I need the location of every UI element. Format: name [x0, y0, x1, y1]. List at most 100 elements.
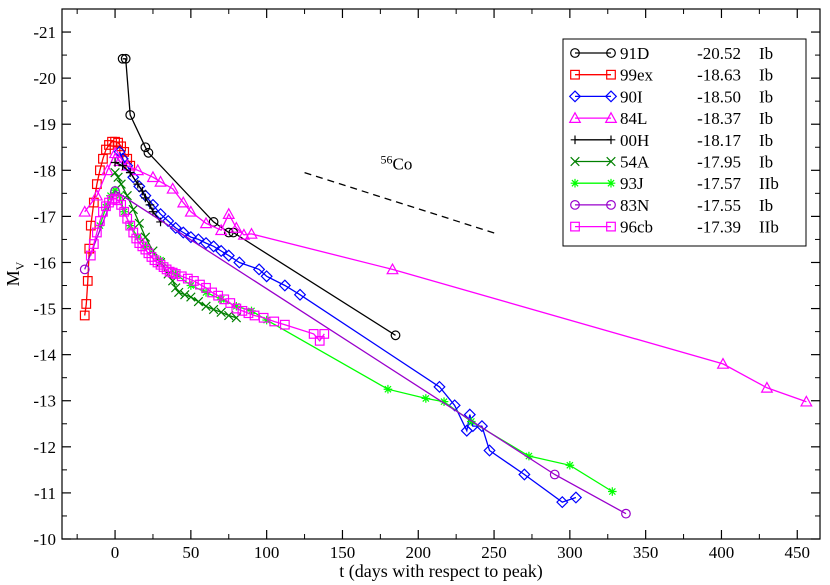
- data-point-96cb: [243, 308, 254, 319]
- series-layer: [78, 53, 813, 519]
- legend-marker: [606, 69, 616, 80]
- legend-sn-type: Ib: [759, 153, 773, 172]
- data-point-90I: [556, 495, 569, 509]
- x-tick-label: 300: [557, 543, 583, 562]
- legend-marker: [570, 48, 580, 58]
- data-point-93J: [216, 295, 226, 304]
- legend-marker: [606, 199, 616, 210]
- x-tick-label: 250: [481, 543, 507, 562]
- data-point-84L: [245, 227, 258, 239]
- legend-entry-90I: 90I -18.50 Ib: [568, 87, 773, 106]
- legend-peak-mag: -18.17: [697, 131, 741, 150]
- x-tick-label: 50: [182, 543, 199, 562]
- legend-marker: [606, 221, 616, 232]
- legend-marker: [604, 90, 618, 103]
- data-point-54A: [216, 307, 226, 317]
- data-point-90I: [475, 419, 489, 433]
- legend-name: 96cb: [620, 218, 653, 237]
- series-line-83N: [84, 190, 627, 515]
- data-point-91D: [117, 53, 128, 64]
- data-point-91D: [125, 110, 136, 120]
- data-point-96cb: [207, 287, 217, 298]
- y-axis-label-sub: V: [13, 261, 27, 270]
- cobalt-decay-label-sup: 56: [381, 153, 393, 167]
- data-point-90I: [207, 240, 220, 253]
- data-point-99ex: [88, 197, 99, 208]
- data-point-84L: [90, 189, 104, 201]
- data-point-83N: [79, 264, 90, 275]
- data-point-96cb: [98, 206, 108, 217]
- legend-marker: [570, 221, 580, 232]
- data-point-96cb: [143, 248, 154, 259]
- series-54A: [110, 167, 242, 323]
- data-point-90I: [184, 230, 198, 244]
- data-point-99ex: [98, 153, 108, 164]
- legend-sn-type: Ib: [759, 196, 773, 215]
- data-point-90I: [177, 226, 190, 239]
- data-point-96cb: [119, 206, 130, 217]
- data-point-96cb: [134, 238, 145, 249]
- data-point-93J: [232, 301, 241, 311]
- data-point-96cb: [225, 298, 236, 308]
- legend-entry-84L: 84L -18.37 Ib: [568, 109, 773, 128]
- data-point-90I: [293, 288, 307, 301]
- data-point-54A: [201, 301, 211, 311]
- data-point-96cb: [101, 201, 111, 212]
- y-tick-label: -14: [33, 346, 56, 365]
- y-axis-label-main: M: [3, 270, 23, 286]
- data-point-90I: [169, 221, 182, 235]
- data-point-90I: [233, 256, 246, 269]
- data-point-54A: [140, 232, 151, 242]
- data-point-96cb: [116, 199, 127, 210]
- cobalt-decay-slope-line: [304, 171, 498, 235]
- legend-peak-mag: -17.55: [697, 196, 741, 215]
- y-tick-label: -10: [33, 530, 56, 549]
- data-point-83N: [621, 508, 631, 519]
- data-point-84L: [101, 163, 114, 176]
- y-tick-label: -20: [33, 69, 56, 88]
- legend-marker: [570, 178, 580, 188]
- data-point-00H: [138, 186, 147, 196]
- data-point-90I: [433, 380, 446, 394]
- data-point-00H: [145, 200, 155, 210]
- data-point-96cb: [182, 273, 193, 284]
- data-point-54A: [180, 290, 190, 300]
- y-axis-label: MV: [3, 261, 27, 286]
- x-tick-label: 200: [406, 543, 432, 562]
- data-point-83N: [549, 469, 560, 480]
- legend-entry-96cb: 96cb -17.39 IIb: [570, 218, 779, 237]
- data-point-54A: [174, 287, 184, 298]
- x-tick-label: 450: [785, 543, 811, 562]
- legend-marker: [606, 178, 616, 188]
- y-tick-label: -15: [33, 300, 56, 319]
- legend-peak-mag: -20.52: [697, 44, 741, 63]
- legend-entry-83N: 83N -17.55 Ib: [570, 196, 773, 215]
- data-point-84L: [176, 196, 190, 208]
- data-point-00H: [141, 193, 150, 203]
- x-tick-label: 0: [111, 543, 120, 562]
- data-point-91D: [390, 330, 401, 341]
- data-point-96cb: [140, 244, 151, 255]
- data-point-93J: [383, 384, 393, 394]
- data-point-96cb: [122, 213, 133, 224]
- legend-sn-type: IIb: [759, 218, 779, 237]
- data-point-96cb: [176, 271, 187, 282]
- data-point-90I: [483, 444, 496, 457]
- data-point-84L: [199, 216, 213, 229]
- data-point-93J: [141, 242, 150, 251]
- legend-marker: [570, 135, 580, 145]
- data-point-54A: [170, 283, 181, 293]
- data-point-93J: [608, 487, 617, 496]
- data-point-90I: [518, 468, 531, 481]
- legend-sn-type: Ib: [759, 66, 773, 85]
- data-point-84L: [760, 381, 774, 393]
- data-point-93J: [565, 460, 575, 470]
- legend-box: [562, 38, 807, 247]
- series-83N: [79, 186, 631, 519]
- data-point-99ex: [81, 299, 92, 309]
- data-point-96cb: [237, 305, 248, 316]
- legend-peak-mag: -18.50: [697, 87, 741, 106]
- data-point-96cb: [94, 216, 105, 226]
- data-point-96cb: [188, 276, 199, 286]
